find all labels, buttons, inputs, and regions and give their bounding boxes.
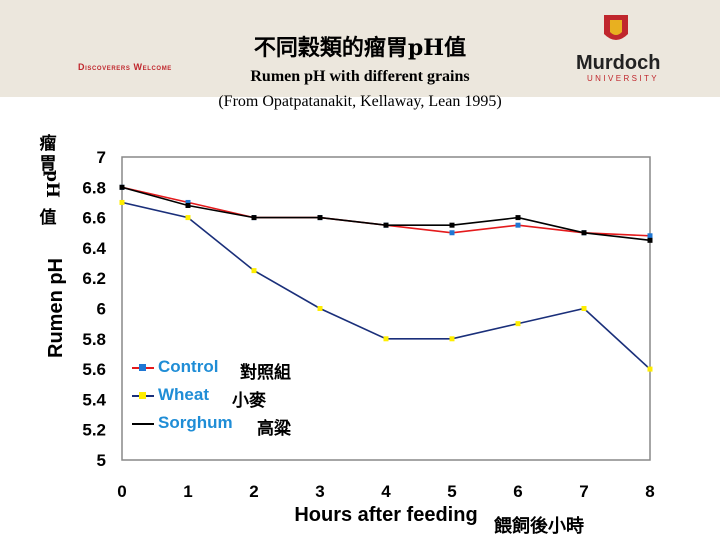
tagline: Discoverers Welcome	[78, 62, 172, 72]
y-tick-label: 5.6	[82, 360, 106, 379]
x-tick-label: 7	[579, 482, 588, 501]
y-tick-label: 6.8	[82, 178, 106, 197]
data-point-sorghum	[251, 215, 257, 221]
data-point-control	[449, 230, 455, 236]
legend-label-wheat-zh: 小麥	[232, 391, 266, 411]
data-point-sorghum	[515, 215, 521, 221]
y-axis-label-zh-char: 胃	[39, 154, 57, 174]
citation: (From Opatpatanakit, Kellaway, Lean 1995…	[218, 93, 502, 110]
x-tick-label: 5	[447, 482, 456, 501]
y-axis-label-zh-char: 瘤	[39, 134, 57, 154]
data-point-wheat	[449, 336, 455, 342]
x-tick-label: 2	[249, 482, 258, 501]
data-point-sorghum	[449, 222, 455, 228]
y-tick-label: 7	[97, 148, 106, 167]
data-point-wheat	[251, 268, 257, 274]
series-line-sorghum	[121, 186, 651, 242]
data-point-sorghum	[317, 215, 323, 221]
y-tick-label: 5.2	[82, 421, 106, 440]
y-axis-label-zh-char: 值	[39, 208, 57, 228]
legend-label-wheat: Wheat	[158, 385, 209, 404]
y-tick-label: 6	[97, 300, 106, 319]
y-tick-label: 5.4	[82, 390, 106, 409]
data-point-wheat	[383, 336, 389, 342]
legend-marker-control	[139, 364, 146, 371]
x-tick-label: 3	[315, 482, 324, 501]
legend-label-sorghum-zh: 高粱	[257, 419, 291, 439]
legend-label-control-zh: 對照組	[240, 363, 291, 383]
y-tick-label: 6.6	[82, 209, 106, 228]
header-banner	[0, 0, 720, 97]
y-axis-label-chinese: 瘤 胃 pH 值	[38, 134, 62, 228]
data-point-sorghum	[383, 222, 389, 228]
x-tick-label: 4	[381, 482, 391, 501]
data-point-wheat	[317, 306, 323, 311]
data-point-wheat	[647, 366, 653, 372]
data-point-wheat	[185, 215, 191, 221]
y-axis-title: Rumen pH	[45, 258, 67, 358]
legend-label-control: Control	[158, 357, 219, 376]
data-point-sorghum	[185, 202, 191, 208]
legend-marker-wheat	[139, 392, 146, 399]
y-tick-label: 6.2	[82, 269, 106, 288]
logo-name: Murdoch	[576, 52, 661, 74]
data-point-sorghum	[647, 237, 653, 243]
legend-line-sorghum	[132, 423, 154, 425]
title-english: Rumen pH with different grains	[250, 68, 470, 85]
x-tick-label: 6	[513, 482, 522, 501]
data-point-control	[185, 199, 191, 205]
y-tick-label: 5	[97, 451, 106, 470]
plot-area-frame	[121, 156, 651, 461]
y-tick-label: 6.4	[82, 239, 106, 258]
university-crest-icon	[604, 15, 628, 40]
x-tick-label: 1	[183, 482, 192, 501]
data-point-control	[515, 222, 521, 228]
title-chinese: 不同穀類的瘤胃pH值	[253, 35, 467, 61]
x-tick-label: 8	[645, 482, 654, 501]
data-point-sorghum	[119, 184, 125, 190]
data-point-wheat	[119, 199, 125, 205]
x-axis-title: Hours after feeding	[294, 504, 477, 526]
data-point-wheat	[581, 306, 587, 311]
legend-label-sorghum: Sorghum	[158, 413, 233, 432]
data-point-control	[647, 233, 653, 239]
logo-subtitle: UNIVERSITY	[587, 74, 660, 83]
x-tick-label: 0	[117, 482, 126, 501]
data-point-wheat	[515, 321, 521, 327]
x-axis-label-chinese: 餵飼後小時	[494, 516, 584, 537]
y-tick-label: 5.8	[82, 330, 106, 349]
data-point-sorghum	[581, 230, 587, 236]
